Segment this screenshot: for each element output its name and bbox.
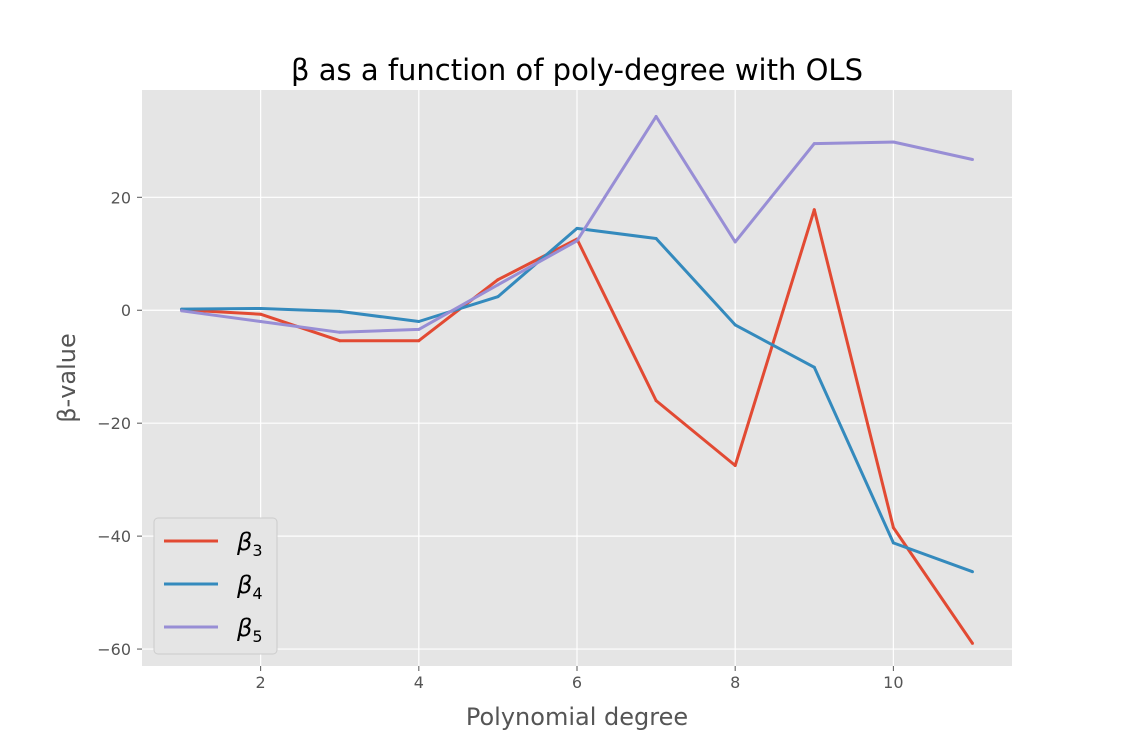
data-point [417, 339, 421, 343]
data-point [733, 464, 737, 468]
data-point [654, 237, 658, 241]
x-tick-label: 6 [572, 673, 582, 692]
data-point [496, 283, 500, 287]
x-tick-label: 8 [730, 673, 740, 692]
legend-label: β3 [236, 528, 263, 560]
data-point [180, 309, 184, 313]
data-point [338, 309, 342, 313]
data-point [812, 208, 816, 212]
chart-title: β as a function of poly-degree with OLS [291, 53, 863, 87]
data-point [417, 320, 421, 324]
legend-label-subscript: 3 [252, 541, 262, 560]
legend-label-base: β [236, 614, 252, 642]
data-point [259, 320, 263, 324]
data-point [733, 323, 737, 327]
data-point [812, 142, 816, 146]
data-point [417, 327, 421, 331]
x-tick-label: 4 [414, 673, 424, 692]
y-tick-label: 0 [121, 301, 131, 320]
data-point [654, 115, 658, 119]
data-point [259, 312, 263, 316]
data-point [970, 570, 974, 574]
legend-label-subscript: 4 [252, 584, 262, 603]
series-lines [180, 115, 974, 645]
data-point [891, 526, 895, 530]
legend-label: β4 [236, 571, 263, 603]
data-point [891, 541, 895, 545]
data-point [338, 339, 342, 343]
data-point [575, 226, 579, 230]
legend-label-base: β [236, 571, 252, 599]
data-point [970, 641, 974, 645]
data-point [259, 307, 263, 311]
data-point [812, 365, 816, 369]
data-point [496, 295, 500, 299]
data-point [654, 399, 658, 403]
legend-box [153, 517, 278, 655]
data-point [575, 239, 579, 243]
data-point [496, 278, 500, 282]
data-point [891, 140, 895, 144]
data-point [970, 157, 974, 161]
y-tick-label: −40 [97, 527, 131, 546]
legend-label-base: β [236, 528, 252, 556]
x-tick-labels: 2 4 6 8 10 [256, 666, 904, 692]
x-axis-label: Polynomial degree [466, 703, 688, 731]
data-point [733, 240, 737, 244]
y-tick-label: 20 [111, 188, 131, 207]
y-tick-labels: −60 −40 −20 0 20 [97, 188, 142, 659]
x-tick-label: 10 [883, 673, 903, 692]
y-axis-label: β-value [53, 333, 81, 423]
x-tick-label: 2 [256, 673, 266, 692]
y-tick-label: −60 [97, 640, 131, 659]
y-tick-label: −20 [97, 414, 131, 433]
legend-label: β5 [236, 614, 263, 646]
data-point [338, 330, 342, 334]
legend-label-subscript: 5 [252, 627, 262, 646]
